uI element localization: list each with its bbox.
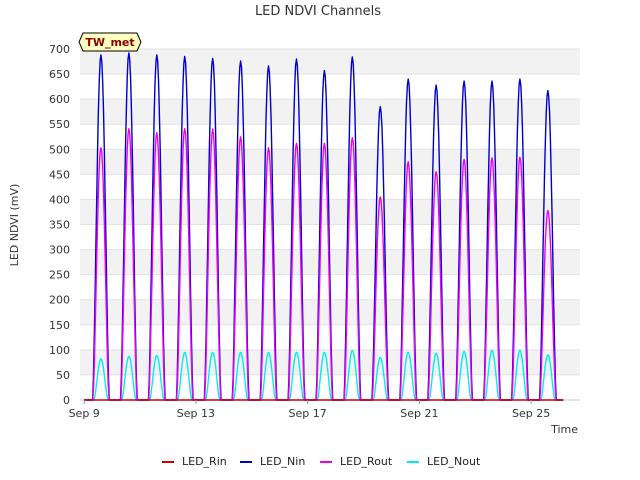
grid-band (80, 199, 580, 225)
y-tick-label: 100 (49, 344, 70, 357)
legend-label-led_rout: LED_Rout (340, 455, 393, 468)
series-line-led_rout (84, 127, 564, 401)
chart-title: LED NDVI Channels (255, 4, 381, 19)
x-tick-label: Sep 21 (400, 407, 438, 420)
y-tick-label: 300 (49, 244, 70, 257)
x-axis-label: Time (550, 423, 578, 436)
plot-lines (84, 52, 564, 401)
y-axis-label: LED NDVI (mV) (8, 184, 21, 267)
y-tick-label: 500 (49, 143, 70, 156)
series-line-led_nout (84, 349, 564, 401)
legend-label-led_nout: LED_Nout (427, 455, 481, 468)
y-tick-label: 700 (49, 43, 70, 56)
y-tick-label: 250 (49, 269, 70, 282)
x-tick-label: Sep 25 (512, 407, 550, 420)
x-tick-label: Sep 17 (289, 407, 327, 420)
x-tick-label: Sep 13 (177, 407, 215, 420)
station-tag: TW_met (78, 32, 142, 52)
legend: LED_Rin LED_Nin LED_Rout LED_Nout (162, 455, 481, 468)
grid-band (80, 149, 580, 175)
axis-ticks: 0 50 100 150 200 250 300 350 400 450 500 550 600 650 7… (49, 43, 550, 420)
series-line-led_nin (84, 52, 564, 401)
x-tick-label: Sep 9 (69, 407, 100, 420)
y-tick-label: 650 (49, 68, 70, 81)
y-tick-label: 400 (49, 193, 70, 206)
grid-band (80, 99, 580, 125)
station-tag-box (78, 32, 142, 52)
y-tick-label: 50 (56, 369, 70, 382)
y-tick-label: 550 (49, 118, 70, 131)
y-tick-label: 450 (49, 168, 70, 181)
y-tick-label: 200 (49, 294, 70, 307)
station-tag-label: TW_met (85, 36, 134, 49)
legend-label-led_rin: LED_Rin (182, 455, 227, 468)
grid-band (80, 49, 580, 75)
legend-label-led_nin: LED_Nin (260, 455, 305, 468)
y-tick-label: 350 (49, 219, 70, 232)
y-tick-label: 0 (63, 394, 70, 407)
y-tick-label: 600 (49, 93, 70, 106)
y-tick-label: 150 (49, 319, 70, 332)
